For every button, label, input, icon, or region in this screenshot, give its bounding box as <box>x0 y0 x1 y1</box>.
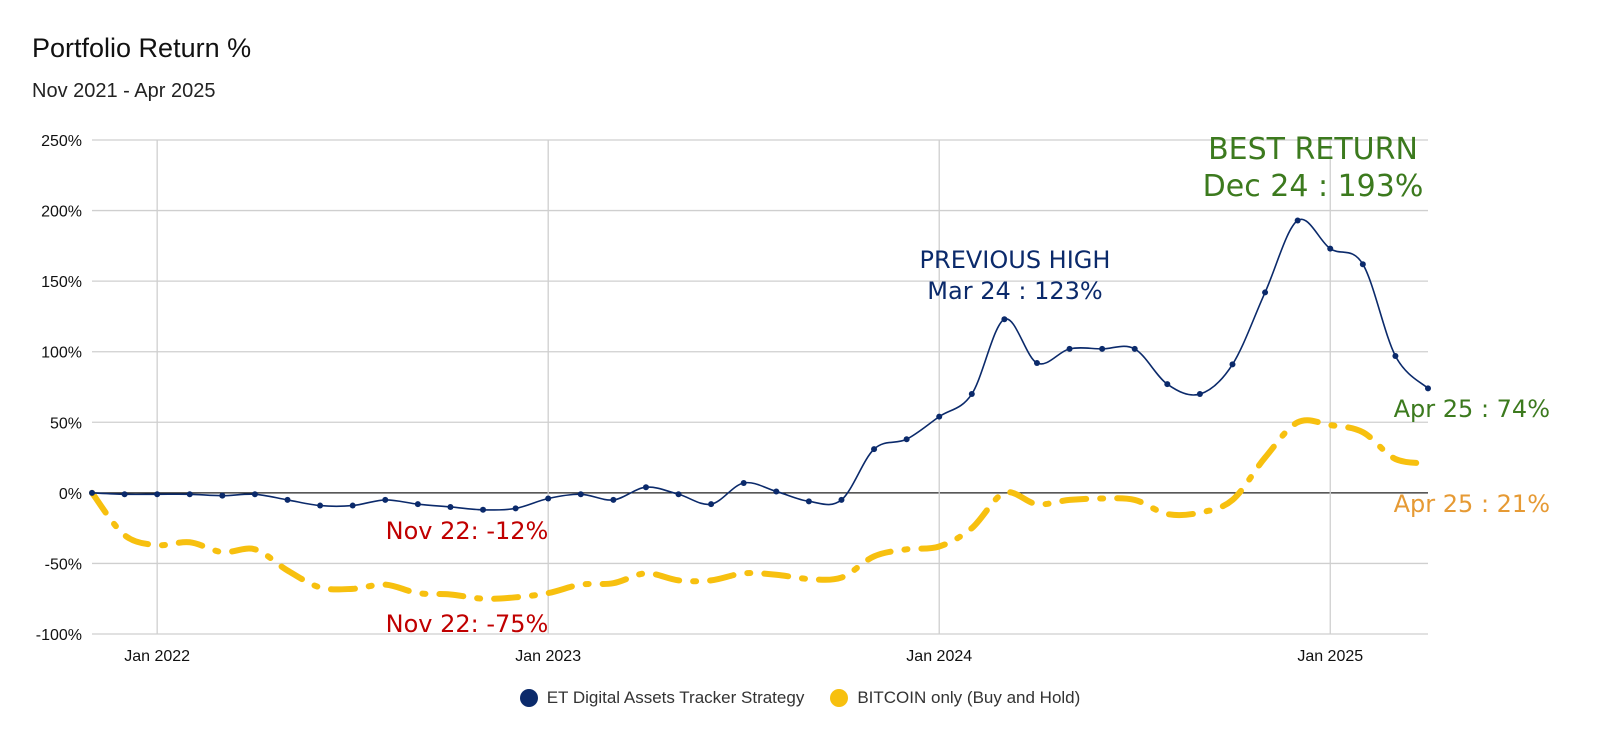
y-tick-label: 50% <box>50 415 82 432</box>
annotation-label: Apr 25 : 21% <box>1394 490 1550 518</box>
x-tick-label: Jan 2023 <box>515 648 581 665</box>
chart-title: Portfolio Return % <box>32 33 252 63</box>
data-point-tracker <box>1327 245 1334 252</box>
data-point-tracker <box>1066 345 1073 352</box>
data-point-tracker <box>610 496 617 503</box>
y-tick-label: 250% <box>41 133 82 150</box>
annotation-label: PREVIOUS HIGH Mar 24 : 123% <box>920 246 1111 305</box>
annotation-line: Nov 22: -75% <box>386 610 549 638</box>
annotation-line: BEST RETURN <box>1208 132 1418 167</box>
data-point-tracker <box>968 391 975 398</box>
legend-item-tracker[interactable]: ET Digital Assets Tracker Strategy <box>519 688 805 708</box>
data-point-tracker <box>675 491 682 498</box>
data-point-tracker <box>1229 361 1236 368</box>
x-tick-label: Jan 2022 <box>124 648 190 665</box>
data-point-tracker <box>1196 391 1203 398</box>
data-point-tracker <box>154 491 161 498</box>
data-point-tracker <box>838 496 845 503</box>
data-point-tracker <box>1359 261 1366 268</box>
annotation-label: Nov 22: -12% <box>386 517 549 545</box>
data-point-tracker <box>642 484 649 491</box>
data-point-tracker <box>773 488 780 495</box>
data-point-tracker <box>480 506 487 513</box>
chart-legend: ET Digital Assets Tracker Strategy BITCO… <box>0 688 1600 708</box>
data-point-tracker <box>1425 385 1431 392</box>
axes: -100% -50% 0% 50% 100% 150% 200% 250% Jan 2022 Ja… <box>36 133 1364 665</box>
legend-label-tracker: ET Digital Assets Tracker Strategy <box>546 688 805 707</box>
y-tick-label: -50% <box>45 556 82 573</box>
data-point-tracker <box>414 501 421 508</box>
data-point-tracker <box>382 496 389 503</box>
y-tick-label: -100% <box>36 627 82 644</box>
data-point-tracker <box>1131 345 1138 352</box>
annotations: BEST RETURN Dec 24 : 193% PREVIOUS HIGH Mar… <box>386 132 1550 638</box>
legend-item-bitcoin[interactable]: BITCOIN only (Buy and Hold) <box>830 688 1080 708</box>
y-tick-label: 150% <box>41 274 82 291</box>
annotation-label: Apr 25 : 74% <box>1394 395 1550 423</box>
annotation-line: Dec 24 : 193% <box>1203 169 1424 204</box>
data-point-tracker <box>349 502 356 509</box>
data-point-tracker <box>89 489 95 496</box>
chart-subtitle: Nov 2021 - Apr 2025 <box>32 80 216 102</box>
data-point-tracker <box>284 496 291 503</box>
data-point-tracker <box>1033 360 1040 367</box>
annotation-line: PREVIOUS HIGH <box>920 246 1111 274</box>
series-line-bitcoin <box>89 417 1431 602</box>
data-point-tracker <box>1099 345 1106 352</box>
data-point-tracker <box>545 495 552 502</box>
legend-swatch-tracker <box>519 689 538 707</box>
data-point-tracker <box>903 436 910 443</box>
data-point-tracker <box>1294 217 1301 224</box>
annotation-line: Mar 24 : 123% <box>927 277 1102 305</box>
data-point-tracker <box>1001 316 1008 323</box>
legend-swatch-bitcoin <box>830 689 849 707</box>
data-point-tracker <box>577 491 584 498</box>
data-point-tracker <box>317 502 324 509</box>
data-point-tracker <box>936 413 943 420</box>
data-point-tracker <box>219 492 226 499</box>
grid <box>92 139 1428 635</box>
data-point-tracker <box>871 446 878 453</box>
x-tick-label: Jan 2025 <box>1297 648 1363 665</box>
y-tick-label: 200% <box>41 204 82 221</box>
annotation-label: Nov 22: -75% <box>386 610 549 638</box>
legend-label-bitcoin: BITCOIN only (Buy and Hold) <box>857 688 1081 707</box>
annotation-line: Nov 22: -12% <box>386 517 549 545</box>
data-point-tracker <box>186 491 193 498</box>
data-point-tracker <box>740 479 747 486</box>
data-point-tracker <box>512 505 519 512</box>
series-layer <box>89 217 1431 602</box>
annotation-line: Apr 25 : 74% <box>1394 395 1550 423</box>
data-point-tracker <box>251 491 258 498</box>
data-point-tracker <box>708 501 715 508</box>
series-line-tracker <box>91 218 1429 511</box>
x-tick-label: Jan 2024 <box>906 648 972 665</box>
data-point-tracker <box>805 498 812 505</box>
data-point-tracker <box>121 491 128 498</box>
y-tick-label: 0% <box>59 486 82 503</box>
data-point-tracker <box>1164 381 1171 388</box>
y-tick-label: 100% <box>41 345 82 362</box>
data-point-tracker <box>447 503 454 510</box>
annotation-line: Apr 25 : 21% <box>1394 490 1550 518</box>
data-point-tracker <box>1262 289 1269 296</box>
data-point-tracker <box>1392 352 1399 359</box>
annotation-label: BEST RETURN Dec 24 : 193% <box>1203 132 1424 204</box>
